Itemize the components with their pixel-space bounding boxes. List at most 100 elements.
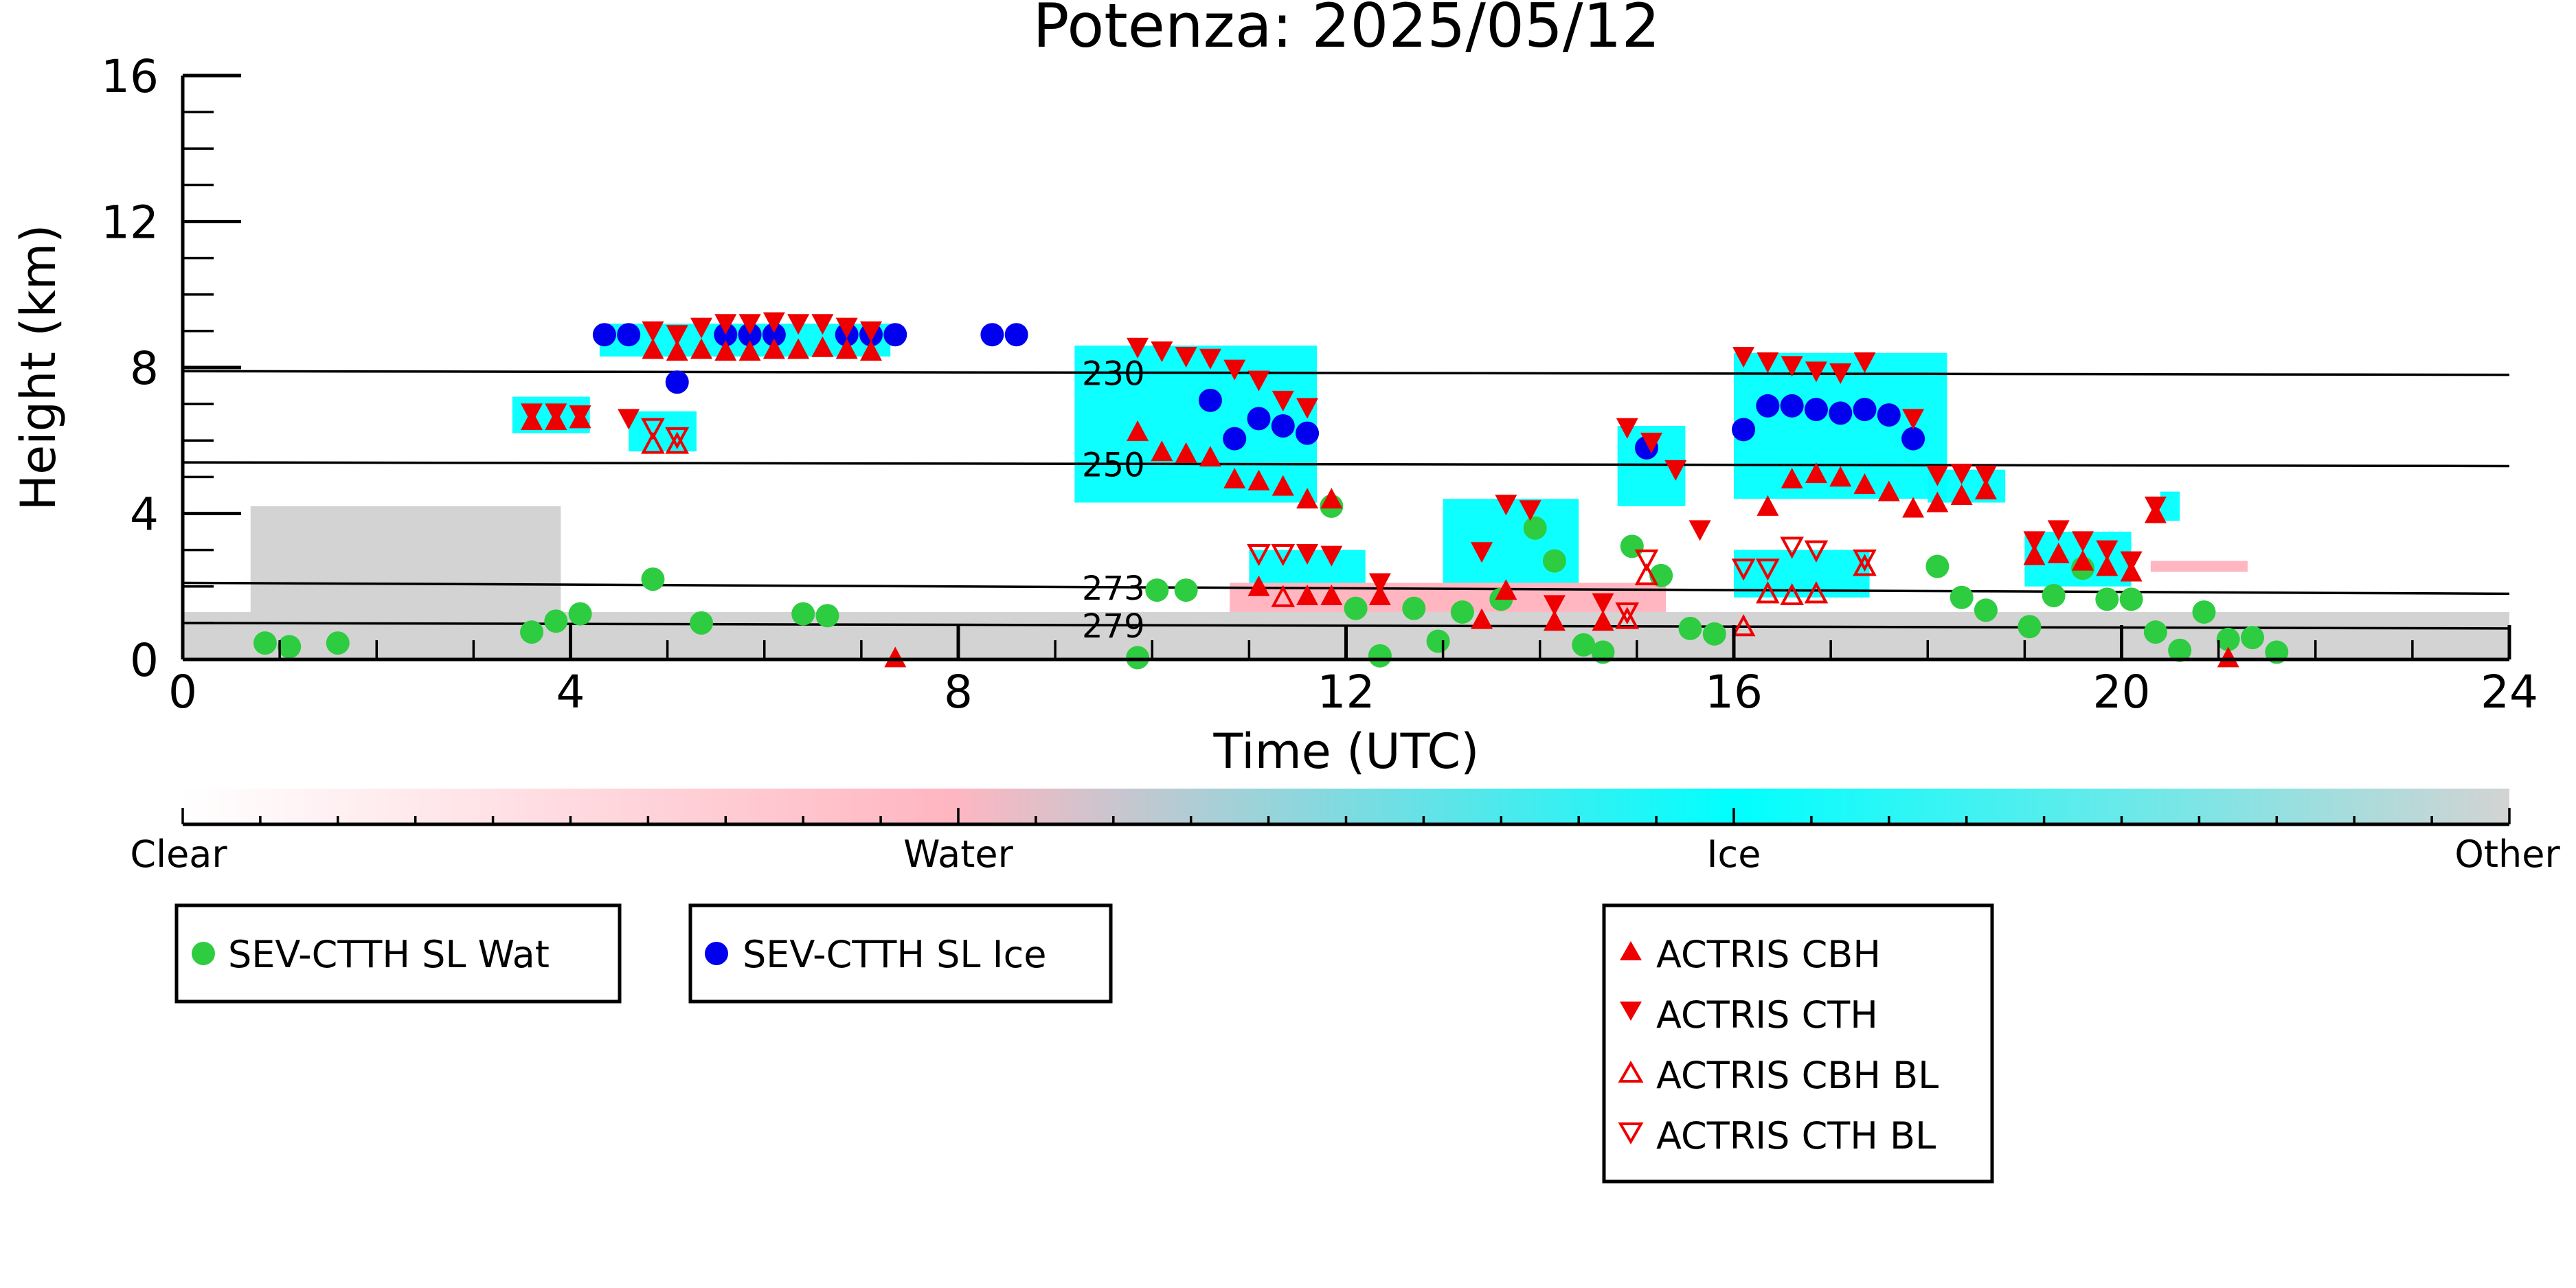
y-tick-label: 4 — [130, 488, 159, 541]
marker-sev-ctth-sl-ice — [1756, 394, 1780, 418]
marker-actris-cth — [1829, 363, 1852, 384]
marker-sev-ctth-sl-ice — [1732, 418, 1756, 442]
marker-actris-cth — [1296, 543, 1319, 565]
marker-sev-ctth-sl-wat — [2168, 638, 2192, 662]
marker-sev-ctth-sl-ice — [883, 323, 907, 347]
marker-actris-cbh — [738, 340, 761, 361]
marker-sev-ctth-sl-ice — [1780, 394, 1804, 418]
marker-actris-cbh — [1175, 442, 1197, 463]
marker-sev-ctth-sl-wat — [1542, 549, 1566, 573]
marker-actris-cth — [811, 314, 834, 335]
y-axis-label: Height (km) — [10, 225, 67, 511]
marker-actris-cbh — [1543, 610, 1566, 631]
marker-actris-cbh — [811, 336, 834, 357]
marker-sev-ctth-sl-ice — [1853, 398, 1877, 422]
isotherm-label-273: 273 — [1082, 569, 1145, 608]
series-actris-cth — [521, 312, 2167, 616]
colorbar-ticks — [181, 808, 2511, 824]
marker-actris-cth — [762, 312, 785, 333]
marker-sev-ctth-sl-wat — [641, 567, 665, 591]
marker-actris-cth-bl — [1634, 549, 1659, 572]
mask-region-ice — [1443, 499, 1579, 594]
colorbar: Clear Water Ice Other — [130, 789, 2560, 876]
legend-actris: ACTRIS CBH ACTRIS CTH ACTRIS CBH BL ACTR… — [1602, 903, 1994, 1184]
legend-marker-cbh — [1620, 941, 1642, 960]
marker-actris-cbh — [1902, 497, 1925, 518]
x-axis-label: Time (UTC) — [1213, 723, 1480, 780]
marker-actris-cth — [1853, 352, 1876, 374]
marker-sev-ctth-sl-wat — [791, 602, 815, 626]
x-tick-label: 4 — [556, 666, 585, 719]
chart-title: Potenza: 2025/05/12 — [1032, 0, 1660, 61]
isotherm-273 — [182, 581, 2510, 596]
marker-sev-ctth-sl-wat — [2042, 584, 2066, 608]
marker-sev-ctth-sl-wat — [1678, 616, 1702, 640]
marker-actris-cth — [1471, 542, 1493, 563]
marker-actris-cth — [2072, 531, 2094, 552]
marker-sev-ctth-sl-ice — [1223, 427, 1247, 451]
marker-sev-ctth-sl-wat — [690, 611, 714, 635]
marker-actris-cbh-bl — [1756, 581, 1780, 604]
marker-sev-ctth-sl-wat — [1450, 600, 1474, 624]
marker-actris-cth — [1320, 545, 1343, 567]
y-tick-label: 16 — [101, 50, 159, 103]
marker-actris-cbh — [2023, 544, 2046, 565]
colorbar-label-ice: Ice — [1707, 833, 1761, 876]
marker-actris-cth-bl — [1615, 602, 1640, 625]
legend-label-wat: SEV-CTTH SL Wat — [228, 933, 550, 976]
marker-actris-cth — [1175, 347, 1197, 368]
marker-actris-cbh — [1829, 466, 1852, 487]
marker-actris-cbh — [1199, 446, 1221, 467]
marker-actris-cbh — [884, 646, 907, 668]
marker-actris-cbh — [2217, 646, 2239, 668]
marker-actris-cth — [738, 314, 761, 335]
x-tick-label: 16 — [1705, 666, 1763, 719]
marker-actris-cbh — [714, 340, 737, 361]
mask-region-water — [2150, 561, 2248, 572]
marker-actris-cth-bl — [1780, 536, 1805, 559]
marker-actris-cth — [618, 409, 640, 430]
marker-actris-cbh — [835, 338, 858, 359]
marker-actris-cth — [1732, 347, 1755, 368]
marker-sev-ctth-sl-ice — [1296, 421, 1320, 445]
marker-actris-cbh — [1471, 608, 1493, 629]
marker-actris-cth — [835, 317, 858, 339]
marker-sev-ctth-sl-ice — [762, 323, 786, 347]
marker-actris-cbh — [1974, 478, 1997, 499]
marker-sev-ctth-sl-ice — [1877, 403, 1901, 427]
marker-actris-cbh-bl — [1731, 613, 1756, 637]
marker-sev-ctth-sl-wat — [520, 620, 544, 644]
marker-sev-ctth-sl-ice — [1004, 323, 1028, 347]
marker-sev-ctth-sl-wat — [2018, 615, 2042, 639]
marker-actris-cbh — [1127, 420, 1149, 441]
marker-actris-cth — [1519, 500, 1541, 521]
marker-actris-cbh — [1368, 585, 1391, 606]
marker-actris-cth — [1223, 359, 1246, 381]
marker-sev-ctth-sl-ice — [1271, 414, 1295, 438]
legend-ice: SEV-CTTH SL Ice — [688, 903, 1113, 1004]
legend-marker-cth-bl — [1618, 1122, 1644, 1145]
marker-actris-cbh — [1320, 488, 1343, 509]
legend-label-ice: SEV-CTTH SL Ice — [743, 933, 1047, 976]
y-axis-ticks: 0 4 8 12 16 — [101, 50, 241, 687]
marker-sev-ctth-sl-wat — [1344, 596, 1368, 620]
marker-actris-cth-bl — [1853, 549, 1877, 572]
marker-actris-cth-bl — [1271, 543, 1296, 567]
isotherm-label-250: 250 — [1082, 446, 1145, 484]
marker-actris-cbh — [1950, 484, 1973, 505]
marker-actris-cbh-bl — [1634, 563, 1659, 585]
colorbar-label-clear: Clear — [130, 833, 227, 876]
marker-actris-cth-bl — [1756, 558, 1780, 581]
marker-actris-cth — [1272, 390, 1294, 411]
legend-label-cbh-bl: ACTRIS CBH BL — [1656, 1054, 1939, 1097]
marker-actris-cbh — [859, 340, 882, 361]
marker-actris-cth — [666, 325, 688, 346]
mask-region-other — [250, 506, 561, 623]
marker-actris-cbh — [690, 338, 713, 359]
legend-marker-ice — [705, 942, 728, 965]
marker-actris-cbh-bl — [641, 431, 665, 454]
legend-label-cth-bl: ACTRIS CTH BL — [1656, 1114, 1936, 1157]
colorbar-label-other: Other — [2454, 833, 2560, 876]
marker-actris-cth — [1926, 465, 1949, 486]
